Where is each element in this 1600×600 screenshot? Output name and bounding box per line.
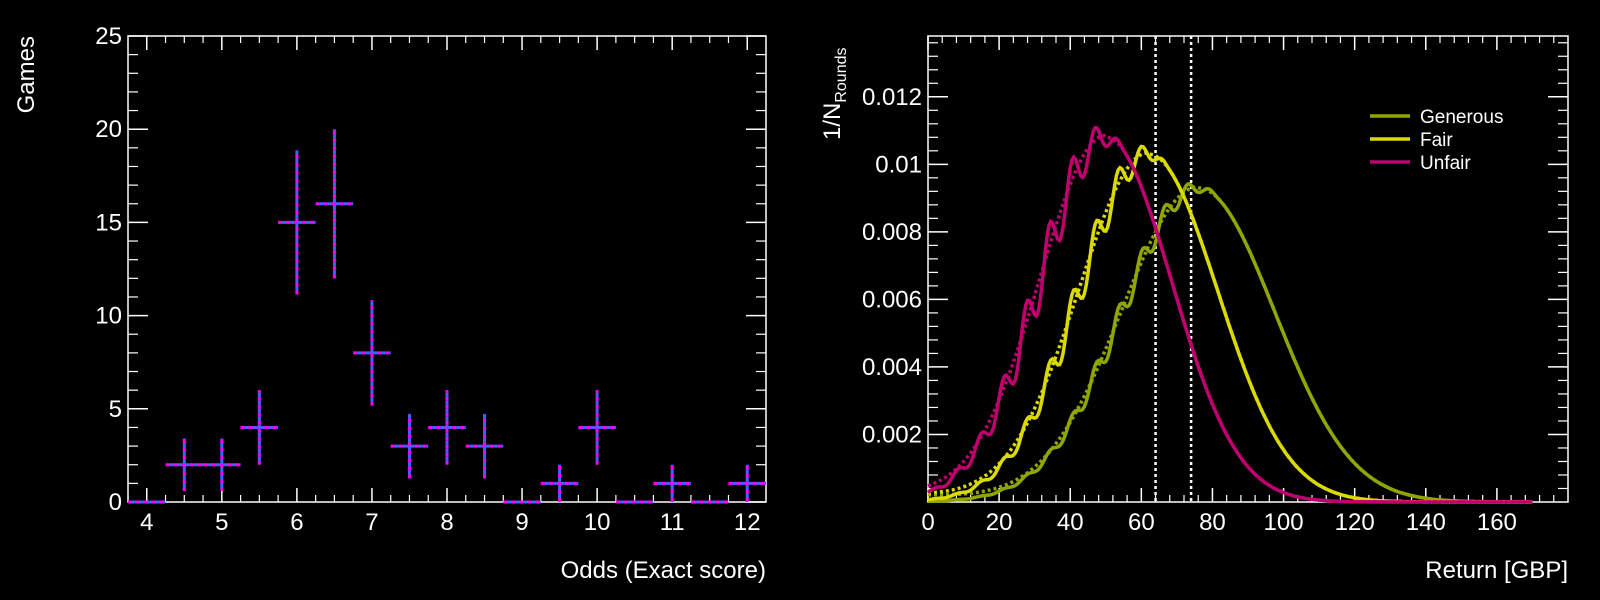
right-axis-ticks: 0 20 40 60 80 100 120 140 160 0.002 0.004 0.006 0.00… [862,36,1568,536]
left-axis-ticks: 4 5 6 7 8 9 10 11 12 0 5 10 15 20 25 [95,23,766,536]
right-x-tick-label: 20 [986,509,1013,536]
histogram-bin [315,129,354,279]
left-x-tick-label: 10 [584,509,611,536]
histogram-bin [728,464,766,502]
left-histogram-panel: 4 5 6 7 8 9 10 11 12 0 5 10 15 20 25 Odds (Exact score… [13,23,767,584]
right-y-tick-label: 0.008 [862,219,922,246]
left-y-tick-label: 0 [109,489,122,516]
histogram-bin [165,438,204,492]
left-x-axis-title: Odds (Exact score) [561,557,766,584]
left-x-tick-label: 5 [215,509,228,536]
right-x-tick-label: 100 [1264,509,1304,536]
right-plot-frame [927,35,1569,503]
series-fair [927,144,1533,504]
left-y-tick-label: 25 [95,23,122,50]
legend-label-generous: Generous [1420,107,1503,128]
left-x-tick-label: 4 [140,509,153,536]
right-y-tick-label: 0.01 [875,151,922,178]
left-x-tick-label: 11 [660,509,685,536]
right-x-axis-title: Return [GBP] [1425,557,1568,584]
right-y-axis-title-sub: Rounds [833,47,850,102]
histogram-bin [428,390,466,465]
left-x-tick-label: 8 [440,509,453,536]
histogram-bin [578,390,616,465]
right-density-panel: 0 20 40 60 80 100 120 140 160 0.002 0.004 0.006 0.00… [819,35,1569,584]
series-line-dotted [927,133,1533,504]
left-y-tick-label: 20 [95,116,122,143]
left-y-axis-title: Games [13,36,40,113]
series-generous [927,182,1533,504]
right-x-tick-label: 60 [1128,509,1155,536]
left-y-tick-label: 15 [95,209,122,236]
histogram-bin [278,150,316,295]
histogram-bin [353,300,391,406]
left-histogram-marks [128,129,766,504]
right-x-tick-label: 140 [1406,509,1446,536]
left-x-tick-label: 12 [734,509,761,536]
right-y-tick-label: 0.004 [862,354,922,381]
histogram-bin [540,464,579,502]
right-x-tick-label: 80 [1199,509,1226,536]
left-x-tick-label: 6 [290,509,303,536]
left-y-tick-label: 5 [109,396,122,423]
left-x-tick-label: 7 [365,509,378,536]
right-x-tick-label: 40 [1057,509,1084,536]
left-y-tick-label: 10 [95,303,122,330]
histogram-bin [390,413,429,479]
right-y-axis-title-main: 1/N [819,103,846,140]
histogram-bin [465,413,504,479]
series-line-dotted [927,185,1533,504]
right-x-tick-label: 0 [921,509,934,536]
reference-lines [1154,36,1193,502]
right-x-tick-label: 120 [1335,509,1375,536]
left-x-tick-label: 9 [515,509,528,536]
right-y-axis-title: 1/NRounds [819,47,850,140]
density-curves [926,125,1533,504]
right-y-tick-label: 0.012 [862,84,922,111]
right-y-tick-label: 0.002 [862,421,922,448]
right-x-tick-label: 160 [1477,509,1517,536]
histogram-bin [653,464,691,502]
right-y-tick-label: 0.006 [862,286,922,313]
series-unfair [926,125,1533,504]
legend-label-fair: Fair [1420,130,1453,151]
legend-label-unfair: Unfair [1420,153,1471,174]
histogram-bin [240,390,279,465]
histogram-bin [203,438,241,492]
